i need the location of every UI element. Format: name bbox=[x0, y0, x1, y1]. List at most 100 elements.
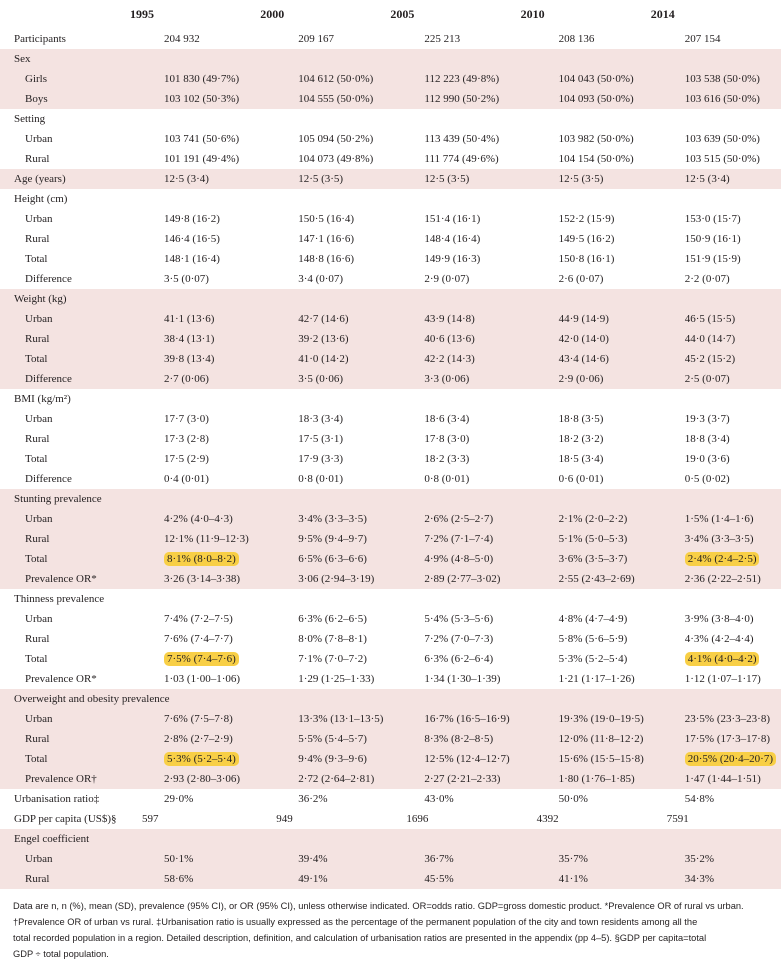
empty-cell bbox=[260, 49, 391, 69]
footnote-line: †Prevalence OR of urban vs rural. ‡Urban… bbox=[13, 917, 698, 927]
section-header-row: Engel coefficient bbox=[0, 829, 781, 849]
cell-value: 16·7% (16·5–16·9) bbox=[424, 713, 510, 725]
section-header-row: Stunting prevalence bbox=[0, 489, 781, 509]
cell-value: 12·5 (3·4) bbox=[164, 173, 209, 185]
cell-value: 5·3% (5·2–5·4) bbox=[558, 653, 628, 665]
cell-value: 104 043 (50·0%) bbox=[558, 73, 634, 85]
row-label: Difference bbox=[0, 369, 130, 389]
table-cell: 12·5 (3·5) bbox=[520, 169, 651, 189]
table-row: Difference 3·5 (0·07) 3·4 (0·07) 2·9 (0·07)… bbox=[0, 269, 781, 289]
empty-cell bbox=[521, 189, 651, 209]
table-cell: 7·2% (7·1–7·4) bbox=[390, 529, 521, 549]
table-cell: 104 612 (50·0%) bbox=[260, 69, 391, 89]
table-cell: 17·5 (3·1) bbox=[260, 429, 390, 449]
cell-value: 4·3% (4·2–4·4) bbox=[684, 633, 754, 645]
cell-value: 4·9% (4·8–5·0) bbox=[424, 553, 494, 565]
row-label: Urban bbox=[0, 849, 130, 869]
cell-value: 112 223 (49·8%) bbox=[424, 73, 500, 85]
table-row: Rural 7·6% (7·4–7·7) 8·0% (7·8–8·1) 7·2% (7… bbox=[0, 629, 781, 649]
table-footnote: Data are n, n (%), mean (SD), prevalence… bbox=[13, 898, 773, 962]
cell-value: 103 741 (50·6%) bbox=[164, 133, 240, 145]
cell-value: 36·2% bbox=[298, 793, 328, 805]
section-header-row: Sex bbox=[0, 49, 781, 69]
cell-value: 3·4% (3·3–3·5) bbox=[684, 533, 754, 545]
table-cell: 149·9 (16·3) bbox=[390, 249, 520, 269]
empty-cell bbox=[520, 289, 651, 309]
section-header-row: Overweight and obesity prevalence bbox=[0, 689, 781, 709]
table-cell: 44·0 (14·7) bbox=[650, 329, 781, 349]
table-cell: 103 102 (50·3%) bbox=[130, 89, 261, 109]
table-cell: 18·5 (3·4) bbox=[521, 449, 651, 469]
row-label: Urban bbox=[0, 309, 130, 329]
table-row: Rural 12·1% (11·9–12·3) 9·5% (9·4–9·7) 7·2%… bbox=[0, 529, 781, 549]
header-blank bbox=[0, 0, 130, 29]
cell-value: 36·7% bbox=[424, 853, 454, 865]
table-row: Participants 204 932 209 167 225 213 208 136… bbox=[0, 29, 781, 49]
row-label: Participants bbox=[14, 33, 66, 45]
cell-value: 18·5 (3·4) bbox=[558, 453, 604, 465]
cell-value: 2·2 (0·07) bbox=[684, 273, 730, 285]
cell-value: 5·5% (5·4–5·7) bbox=[298, 733, 367, 745]
table-cell: 103 741 (50·6%) bbox=[130, 129, 260, 149]
section-label: Setting bbox=[14, 113, 46, 125]
row-label: Age (years) bbox=[0, 169, 130, 189]
cell-value: 34·3% bbox=[684, 873, 715, 885]
footnote-line: total recorded population in a region. D… bbox=[13, 933, 707, 943]
cell-value: 149·5 (16·2) bbox=[558, 233, 615, 245]
empty-cell bbox=[650, 689, 781, 709]
table-row: Urban 7·6% (7·5–7·8) 13·3% (13·1–13·5) 16·7… bbox=[0, 709, 781, 729]
table-cell: 12·5% (12·4–12·7) bbox=[390, 749, 521, 769]
table-cell: 1·21 (1·17–1·26) bbox=[521, 669, 651, 689]
empty-cell bbox=[520, 49, 651, 69]
cell-value: 54·8% bbox=[684, 793, 715, 805]
table-cell: 2·9 (0·07) bbox=[390, 269, 520, 289]
cell-value: 2·72 (2·64–2·81) bbox=[298, 773, 375, 785]
table-row: Urban 41·1 (13·6) 42·7 (14·6) 43·9 (14·8) 44… bbox=[0, 309, 781, 329]
cell-value: 3·9% (3·8–4·0) bbox=[684, 613, 754, 625]
table-cell: 4·2% (4·0–4·3) bbox=[130, 509, 261, 529]
table-cell: 2·93 (2·80–3·06) bbox=[130, 769, 261, 789]
table-cell: 0·5 (0·02) bbox=[651, 469, 781, 489]
cell-value: 2·36 (2·22–2·51) bbox=[684, 573, 761, 585]
cell-value: 150·5 (16·4) bbox=[298, 213, 355, 225]
table-cell: 8·3% (8·2–8·5) bbox=[390, 729, 521, 749]
empty-cell bbox=[390, 109, 520, 129]
table-cell: 1·34 (1·30–1·39) bbox=[390, 669, 520, 689]
empty-cell bbox=[521, 109, 651, 129]
cell-value: 6·5% (6·3–6·6) bbox=[298, 553, 367, 565]
empty-cell bbox=[130, 189, 260, 209]
cell-value: 1·21 (1·17–1·26) bbox=[558, 673, 635, 685]
cell-value: 148·8 (16·6) bbox=[298, 253, 355, 265]
table-cell: 4·9% (4·8–5·0) bbox=[390, 549, 521, 569]
cell-value: 207 154 bbox=[684, 33, 721, 45]
row-label: Total bbox=[0, 549, 130, 569]
table-cell: 7·1% (7·0–7·2) bbox=[260, 649, 390, 669]
table-cell: 13·3% (13·1–13·5) bbox=[260, 709, 391, 729]
section-label: BMI (kg/m²) bbox=[14, 393, 71, 405]
table-cell: 101 830 (49·7%) bbox=[130, 69, 261, 89]
table-cell: 35·7% bbox=[520, 849, 651, 869]
table-cell: 43·0% bbox=[390, 789, 520, 809]
row-label: Total bbox=[25, 253, 48, 265]
table-cell: 8·1% (8·0–8·2) bbox=[130, 549, 261, 569]
cell-value: 1·12 (1·07–1·17) bbox=[684, 673, 761, 685]
cell-value: 44·9 (14·9) bbox=[558, 313, 609, 325]
cell-value: 19·3% (19·0–19·5) bbox=[558, 713, 644, 725]
cell-value: 103 639 (50·0%) bbox=[684, 133, 760, 145]
cell-value: 0·6 (0·01) bbox=[558, 473, 604, 485]
table-row: Rural 58·6% 49·1% 45·5% 41·1% 34·3% bbox=[0, 869, 781, 889]
table-cell: 54·8% bbox=[651, 789, 781, 809]
table-cell: 208 136 bbox=[521, 29, 651, 49]
section-label: Overweight and obesity prevalence bbox=[0, 689, 169, 709]
cell-value: 46·5 (15·5) bbox=[684, 313, 736, 325]
cell-value: 101 191 (49·4%) bbox=[164, 153, 240, 165]
cell-value: 2·93 (2·80–3·06) bbox=[164, 773, 241, 785]
cell-value: 12·5 (3·5) bbox=[298, 173, 344, 185]
table-cell: 6·5% (6·3–6·6) bbox=[260, 549, 391, 569]
table-cell: 150·5 (16·4) bbox=[260, 209, 390, 229]
table-cell: 38·4 (13·1) bbox=[130, 329, 261, 349]
table-cell: 148·4 (16·4) bbox=[390, 229, 520, 249]
table-cell: 4392 bbox=[521, 809, 651, 829]
cell-value: 3·6% (3·5–3·7) bbox=[558, 553, 628, 565]
